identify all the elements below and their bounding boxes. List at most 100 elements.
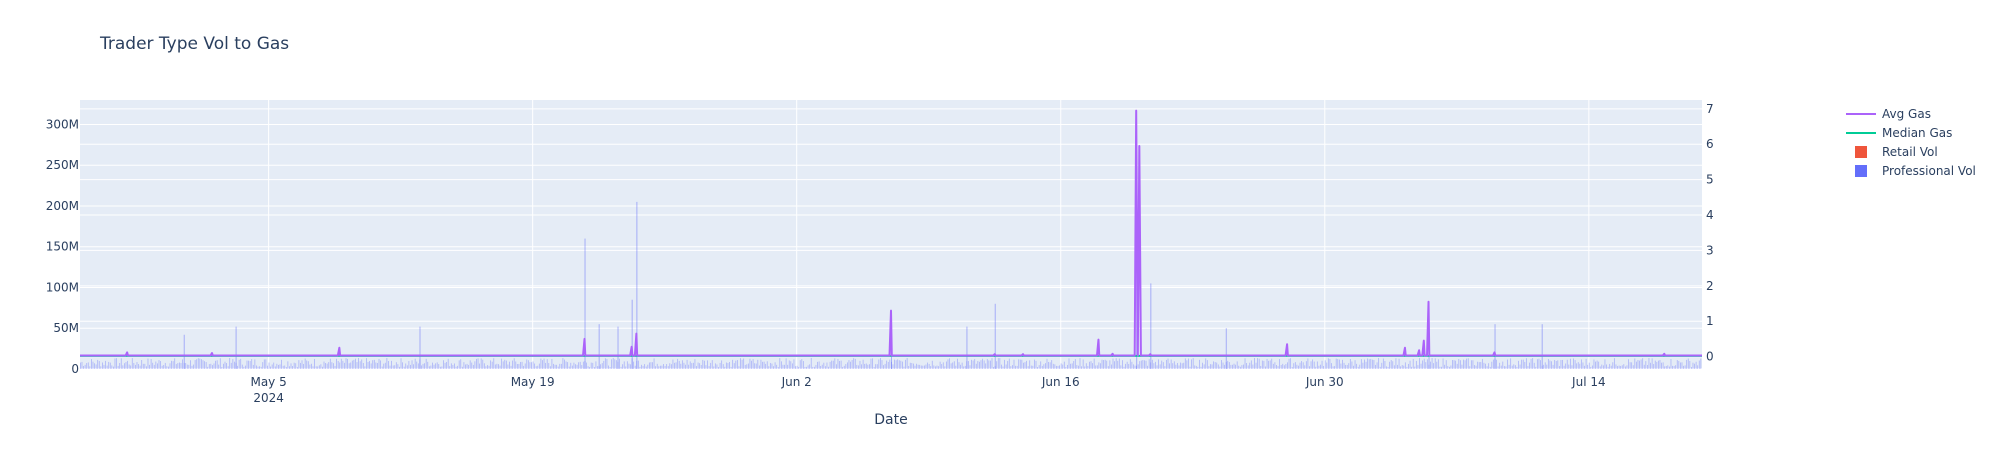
professional-vol-bar xyxy=(180,363,182,369)
professional-vol-bar xyxy=(760,359,762,369)
professional-vol-bar xyxy=(1111,364,1112,369)
professional-vol-bar xyxy=(1015,365,1016,369)
professional-vol-bar xyxy=(1445,360,1447,369)
professional-vol-bar xyxy=(1628,359,1629,369)
professional-vol-bar xyxy=(1635,361,1637,369)
professional-vol-bar xyxy=(597,366,598,369)
professional-vol-bar xyxy=(1588,362,1590,369)
professional-vol-bar xyxy=(1444,364,1446,369)
y2-tick-label: 5 xyxy=(1706,173,1714,187)
professional-vol-bar xyxy=(1098,362,1100,369)
chart-title: Trader Type Vol to Gas xyxy=(99,34,289,54)
professional-vol-bar xyxy=(383,363,385,369)
professional-vol-bar xyxy=(1260,365,1262,369)
professional-vol-bar xyxy=(787,364,789,369)
professional-vol-bar xyxy=(513,358,515,369)
professional-vol-bar xyxy=(919,364,921,369)
professional-vol-bar xyxy=(1290,358,1292,369)
professional-vol-bar xyxy=(468,364,470,369)
professional-vol-bar xyxy=(1533,362,1535,369)
professional-vol-bar xyxy=(1408,363,1409,369)
legend-item[interactable]: Avg Gas xyxy=(1846,107,1931,121)
professional-vol-bar xyxy=(914,365,916,369)
professional-vol-bar xyxy=(1683,365,1684,369)
professional-vol-bar xyxy=(1390,360,1392,369)
professional-vol-bar xyxy=(773,366,774,369)
professional-vol-bar xyxy=(339,362,341,369)
professional-vol-bar xyxy=(958,362,960,369)
professional-vol-bar xyxy=(575,364,576,369)
professional-vol-bar xyxy=(1188,358,1189,369)
professional-vol-bar xyxy=(1288,358,1290,369)
professional-vol-bar xyxy=(625,366,627,369)
professional-vol-bar xyxy=(323,361,325,369)
professional-vol-bar xyxy=(1409,360,1411,369)
professional-vol-bar xyxy=(1283,365,1285,369)
professional-vol-bar xyxy=(1280,365,1282,369)
legend-item[interactable]: Median Gas xyxy=(1846,126,1952,140)
professional-vol-bar xyxy=(149,364,150,369)
professional-vol-bar xyxy=(920,365,922,369)
professional-vol-bar xyxy=(1334,366,1336,369)
professional-vol-bar xyxy=(576,364,578,369)
professional-vol-bar xyxy=(1590,366,1592,369)
professional-vol-bar xyxy=(320,364,322,369)
professional-vol-bar xyxy=(1425,362,1427,369)
professional-vol-bar xyxy=(1439,366,1441,369)
professional-vol-bar xyxy=(793,359,795,369)
professional-vol-bar xyxy=(565,361,567,369)
volume-bars xyxy=(80,201,1702,369)
professional-vol-bar xyxy=(1558,366,1560,369)
professional-vol-bar xyxy=(645,366,647,369)
legend-item[interactable]: Retail Vol xyxy=(1855,145,1938,159)
professional-vol-bar xyxy=(350,362,352,369)
legend[interactable]: Avg Gas Median Gas Retail Vol Professional … xyxy=(1846,107,1976,178)
professional-vol-bar xyxy=(889,359,891,369)
x-axis-title: Date xyxy=(874,412,907,428)
professional-vol-bar xyxy=(1494,324,1496,369)
professional-vol-bar xyxy=(1456,363,1458,369)
professional-vol-bar xyxy=(853,358,855,369)
professional-vol-bar xyxy=(949,358,950,369)
professional-vol-bar xyxy=(1117,360,1119,369)
professional-vol-bar xyxy=(1161,360,1163,369)
professional-vol-bar xyxy=(1018,359,1020,369)
professional-vol-bar xyxy=(758,365,760,369)
professional-vol-bar xyxy=(869,364,870,369)
professional-vol-bar xyxy=(168,366,169,369)
professional-vol-bar xyxy=(1653,364,1655,369)
professional-vol-bar xyxy=(647,364,649,369)
professional-vol-bar xyxy=(472,364,474,369)
professional-vol-bar xyxy=(1632,365,1634,369)
professional-vol-bar xyxy=(648,362,650,369)
professional-vol-bar xyxy=(994,303,996,369)
professional-vol-bar xyxy=(454,363,455,369)
professional-vol-bar xyxy=(1672,365,1673,369)
professional-vol-bar xyxy=(469,360,471,369)
professional-vol-bar xyxy=(471,362,473,369)
professional-vol-bar xyxy=(395,362,397,369)
legend-item[interactable]: Professional Vol xyxy=(1855,164,1976,178)
professional-vol-bar xyxy=(1008,358,1010,369)
professional-vol-bar xyxy=(1026,360,1027,369)
professional-vol-bar xyxy=(865,363,867,369)
professional-vol-bar xyxy=(831,360,833,369)
professional-vol-bar xyxy=(336,358,337,369)
professional-vol-bar xyxy=(251,359,253,369)
professional-vol-bar xyxy=(966,326,968,369)
professional-vol-bar xyxy=(208,364,210,369)
professional-vol-bar xyxy=(636,201,638,369)
professional-vol-bar xyxy=(730,366,732,369)
professional-vol-bar xyxy=(1665,366,1667,369)
professional-vol-bar xyxy=(1442,358,1444,369)
professional-vol-bar xyxy=(1469,366,1471,369)
professional-vol-bar xyxy=(1125,363,1126,369)
professional-vol-bar xyxy=(1598,361,1600,369)
professional-vol-bar xyxy=(1321,360,1323,369)
professional-vol-bar xyxy=(1659,360,1661,369)
professional-vol-bar xyxy=(983,360,985,369)
professional-vol-bar xyxy=(179,362,180,369)
professional-vol-bar xyxy=(256,365,257,369)
professional-vol-bar xyxy=(1643,364,1645,369)
professional-vol-bar xyxy=(947,359,949,369)
